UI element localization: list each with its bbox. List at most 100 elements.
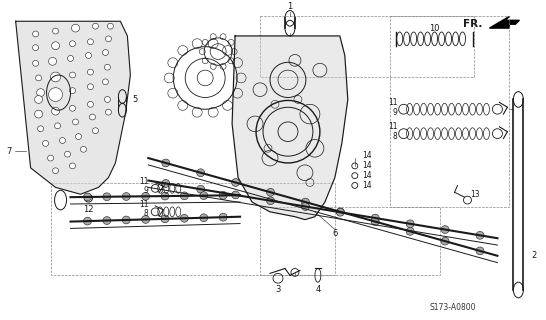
Circle shape <box>161 215 169 223</box>
Circle shape <box>69 41 75 47</box>
Circle shape <box>38 126 44 132</box>
Circle shape <box>161 192 169 200</box>
Bar <box>51 182 335 275</box>
Circle shape <box>87 101 93 107</box>
Circle shape <box>37 89 45 97</box>
Circle shape <box>266 197 275 204</box>
Circle shape <box>34 96 43 103</box>
Circle shape <box>34 110 43 118</box>
Circle shape <box>51 72 61 82</box>
Text: 11: 11 <box>388 122 397 131</box>
Text: 11: 11 <box>388 98 397 107</box>
Circle shape <box>103 217 111 224</box>
Circle shape <box>336 208 345 216</box>
Circle shape <box>141 215 150 223</box>
Circle shape <box>51 42 60 50</box>
Circle shape <box>219 191 227 199</box>
Circle shape <box>197 169 205 177</box>
Circle shape <box>219 213 227 221</box>
Text: 13: 13 <box>471 190 480 199</box>
Circle shape <box>64 151 70 157</box>
Bar <box>390 16 509 207</box>
Circle shape <box>105 109 111 115</box>
Circle shape <box>87 69 93 75</box>
Text: 11: 11 <box>139 177 149 186</box>
Circle shape <box>162 180 170 187</box>
Circle shape <box>84 193 92 201</box>
Circle shape <box>266 188 275 196</box>
Circle shape <box>301 198 310 206</box>
Text: 5: 5 <box>133 95 138 104</box>
Circle shape <box>87 84 93 90</box>
Text: S173-A0800: S173-A0800 <box>430 303 476 312</box>
Circle shape <box>336 208 345 216</box>
Text: 12: 12 <box>83 205 94 214</box>
Circle shape <box>162 159 170 167</box>
Circle shape <box>73 119 79 125</box>
Circle shape <box>232 191 240 199</box>
Circle shape <box>371 214 379 222</box>
Circle shape <box>75 134 81 140</box>
Circle shape <box>232 179 240 187</box>
Circle shape <box>103 193 111 201</box>
Circle shape <box>406 228 414 235</box>
Circle shape <box>122 193 130 200</box>
Circle shape <box>371 218 379 226</box>
Circle shape <box>80 146 86 152</box>
Circle shape <box>441 226 449 234</box>
Text: 2: 2 <box>531 251 537 260</box>
Circle shape <box>33 31 39 37</box>
Circle shape <box>69 105 75 111</box>
Polygon shape <box>16 21 130 194</box>
Circle shape <box>84 217 92 225</box>
Text: 6: 6 <box>332 229 337 238</box>
Circle shape <box>441 237 449 245</box>
Circle shape <box>197 185 205 193</box>
Circle shape <box>87 39 93 45</box>
Polygon shape <box>232 36 348 220</box>
Circle shape <box>48 155 54 161</box>
Circle shape <box>200 192 207 200</box>
Circle shape <box>92 23 98 29</box>
Text: 1: 1 <box>287 2 293 11</box>
Circle shape <box>90 114 96 120</box>
Circle shape <box>105 36 111 42</box>
Circle shape <box>200 214 207 222</box>
Circle shape <box>35 75 41 81</box>
Circle shape <box>33 60 39 66</box>
Polygon shape <box>489 16 519 28</box>
Text: 7: 7 <box>6 147 11 156</box>
Circle shape <box>72 24 80 32</box>
Text: 14: 14 <box>362 171 371 180</box>
Circle shape <box>43 140 49 146</box>
Circle shape <box>52 28 58 34</box>
Circle shape <box>180 214 188 222</box>
Text: 4: 4 <box>315 284 321 293</box>
Circle shape <box>69 163 75 169</box>
Circle shape <box>476 231 484 239</box>
Bar <box>260 16 474 77</box>
Circle shape <box>92 128 98 134</box>
Circle shape <box>141 192 150 200</box>
Text: 14: 14 <box>362 181 371 190</box>
Text: FR.: FR. <box>463 19 483 29</box>
Circle shape <box>108 23 114 29</box>
Circle shape <box>33 45 39 51</box>
Circle shape <box>60 138 66 143</box>
Circle shape <box>406 220 414 228</box>
Circle shape <box>301 203 310 211</box>
Text: 14: 14 <box>362 161 371 170</box>
Text: 9: 9 <box>144 186 149 195</box>
Circle shape <box>103 79 109 85</box>
Circle shape <box>104 64 110 70</box>
Circle shape <box>86 52 92 59</box>
Circle shape <box>69 72 75 78</box>
Circle shape <box>68 55 74 61</box>
Text: 3: 3 <box>275 284 281 293</box>
Circle shape <box>52 168 58 174</box>
Text: 10: 10 <box>429 24 440 33</box>
Text: 11: 11 <box>139 200 149 210</box>
Circle shape <box>104 97 110 102</box>
Circle shape <box>55 123 61 129</box>
Text: 8: 8 <box>144 209 149 218</box>
